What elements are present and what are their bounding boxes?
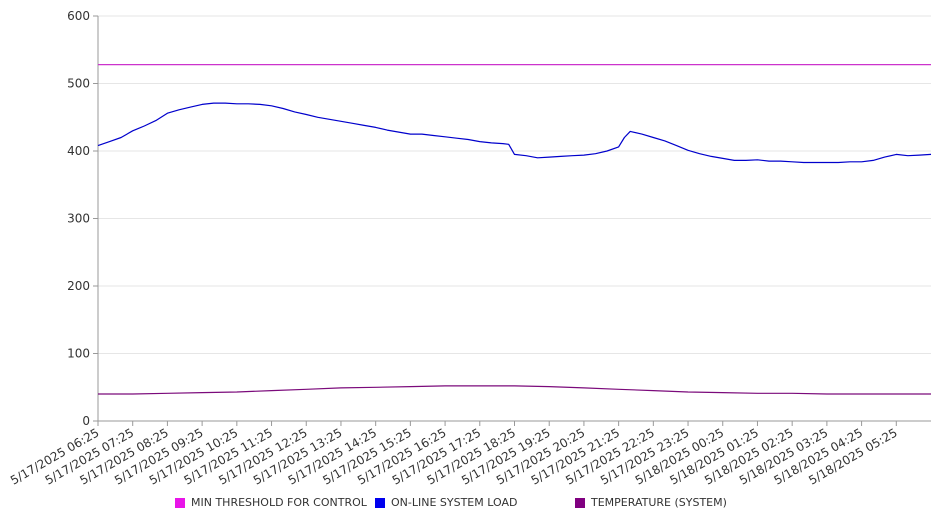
y-tick-label: 300 <box>67 212 90 226</box>
series-line-temperature <box>98 385 931 395</box>
legend-label: MIN THRESHOLD FOR CONTROL <box>191 496 367 509</box>
grid-lines <box>98 15 931 354</box>
y-tick-label: 100 <box>67 347 90 361</box>
series-line-system-load <box>97 102 932 164</box>
series-lines <box>97 63 932 395</box>
legend-swatch <box>375 497 385 508</box>
y-axis-ticks: 0 100 200 300 400 500 600 <box>67 9 98 428</box>
y-tick-label: 0 <box>82 414 90 428</box>
legend-item-min-threshold[interactable]: MIN THRESHOLD FOR CONTROL <box>175 496 367 509</box>
x-axis-ticks: 5/17/2025 06:255/17/2025 07:255/17/2025 … <box>8 421 900 488</box>
y-tick-label: 200 <box>67 279 90 293</box>
y-tick-label: 400 <box>67 144 90 158</box>
legend-swatch <box>175 497 185 508</box>
legend: MIN THRESHOLD FOR CONTROL ON-LINE SYSTEM… <box>0 496 946 516</box>
legend-item-system-load[interactable]: ON-LINE SYSTEM LOAD <box>375 496 517 509</box>
y-tick-label: 600 <box>67 9 90 23</box>
legend-item-temperature[interactable]: TEMPERATURE (SYSTEM) <box>575 496 727 509</box>
legend-label: ON-LINE SYSTEM LOAD <box>391 496 518 509</box>
legend-swatch <box>575 497 585 508</box>
y-tick-label: 500 <box>67 77 90 91</box>
legend-label: TEMPERATURE (SYSTEM) <box>591 496 727 509</box>
